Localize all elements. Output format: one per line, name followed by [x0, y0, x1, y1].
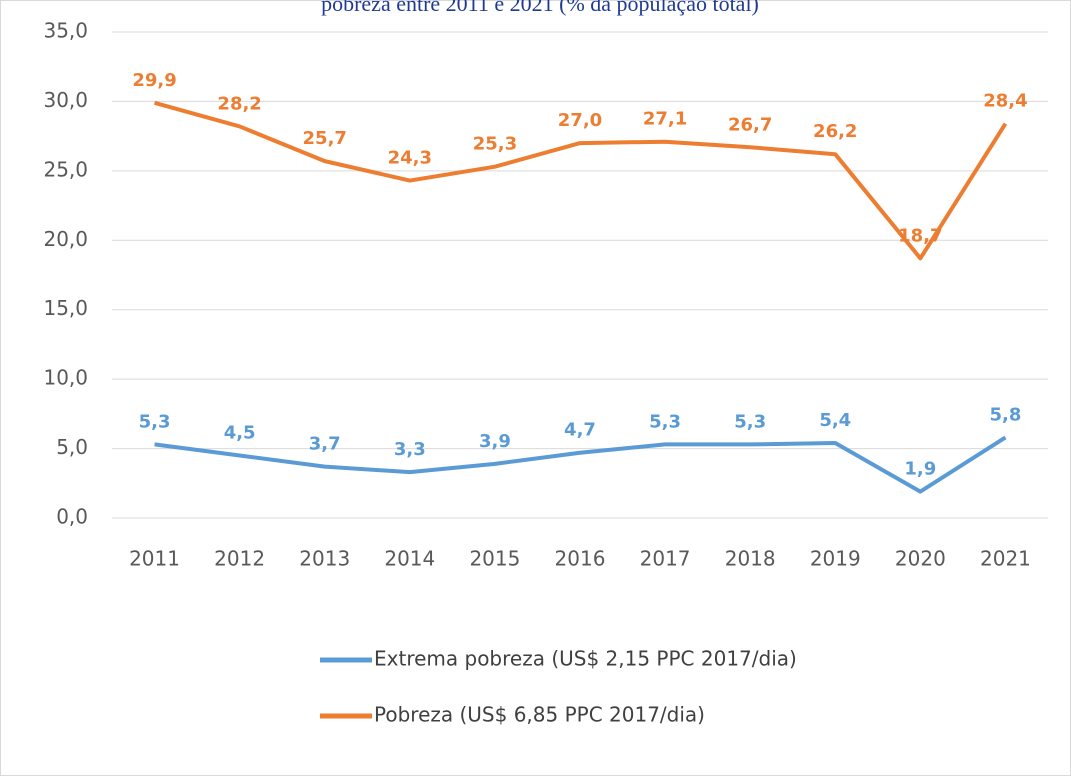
data-label: 5,3 [734, 411, 766, 432]
data-label: 28,4 [983, 91, 1027, 112]
series-line [154, 100, 1008, 261]
data-label: 4,5 [224, 423, 256, 444]
x-tick-label: 2017 [640, 547, 691, 571]
legend-label: Extrema pobreza (US$ 2,15 PPC 2017/dia) [374, 647, 797, 671]
data-label: 5,4 [819, 410, 851, 431]
y-tick-label: 15,0 [43, 296, 88, 320]
data-label: 24,3 [388, 148, 432, 169]
y-tick-label: 30,0 [43, 88, 88, 112]
y-tick-label: 5,0 [56, 435, 88, 459]
y-tick-label: 35,0 [43, 19, 88, 43]
data-label: 3,3 [394, 439, 426, 460]
data-label: 5,8 [990, 404, 1022, 425]
x-tick-label: 2019 [810, 547, 861, 571]
data-label: 1,9 [904, 459, 936, 480]
x-tick-label: 2011 [129, 547, 180, 571]
data-label: 18,7 [898, 225, 942, 246]
x-tick-label: 2018 [725, 547, 776, 571]
y-tick-label: 0,0 [56, 505, 88, 529]
y-tick-label: 20,0 [43, 227, 88, 251]
series-line [154, 435, 1007, 494]
y-tick-label: 10,0 [43, 366, 88, 390]
y-tick-label: 25,0 [43, 157, 88, 181]
x-tick-label: 2013 [299, 547, 350, 571]
x-tick-label: 2012 [214, 547, 265, 571]
x-tick-label: 2015 [469, 547, 520, 571]
x-tick-label: 2016 [555, 547, 606, 571]
data-label: 3,7 [309, 434, 341, 455]
data-label: 26,2 [813, 121, 857, 142]
data-label: 28,2 [217, 93, 261, 114]
x-tick-label: 2021 [980, 547, 1031, 571]
data-label: 3,9 [479, 431, 511, 452]
data-label: 25,3 [473, 134, 517, 155]
data-label: 25,7 [303, 128, 347, 149]
data-label: 5,3 [649, 411, 681, 432]
data-label: 4,7 [564, 420, 596, 441]
data-label: 27,0 [558, 110, 602, 131]
x-tick-label: 2014 [384, 547, 435, 571]
chart-title: pobreza entre 2011 e 2021 (% da populaçã… [321, 0, 759, 16]
x-tick-label: 2020 [895, 547, 946, 571]
legend-label: Pobreza (US$ 6,85 PPC 2017/dia) [374, 703, 705, 727]
data-label: 29,9 [132, 70, 176, 91]
data-label: 27,1 [643, 109, 687, 130]
data-label: 26,7 [728, 114, 772, 135]
data-label: 5,3 [139, 411, 171, 432]
